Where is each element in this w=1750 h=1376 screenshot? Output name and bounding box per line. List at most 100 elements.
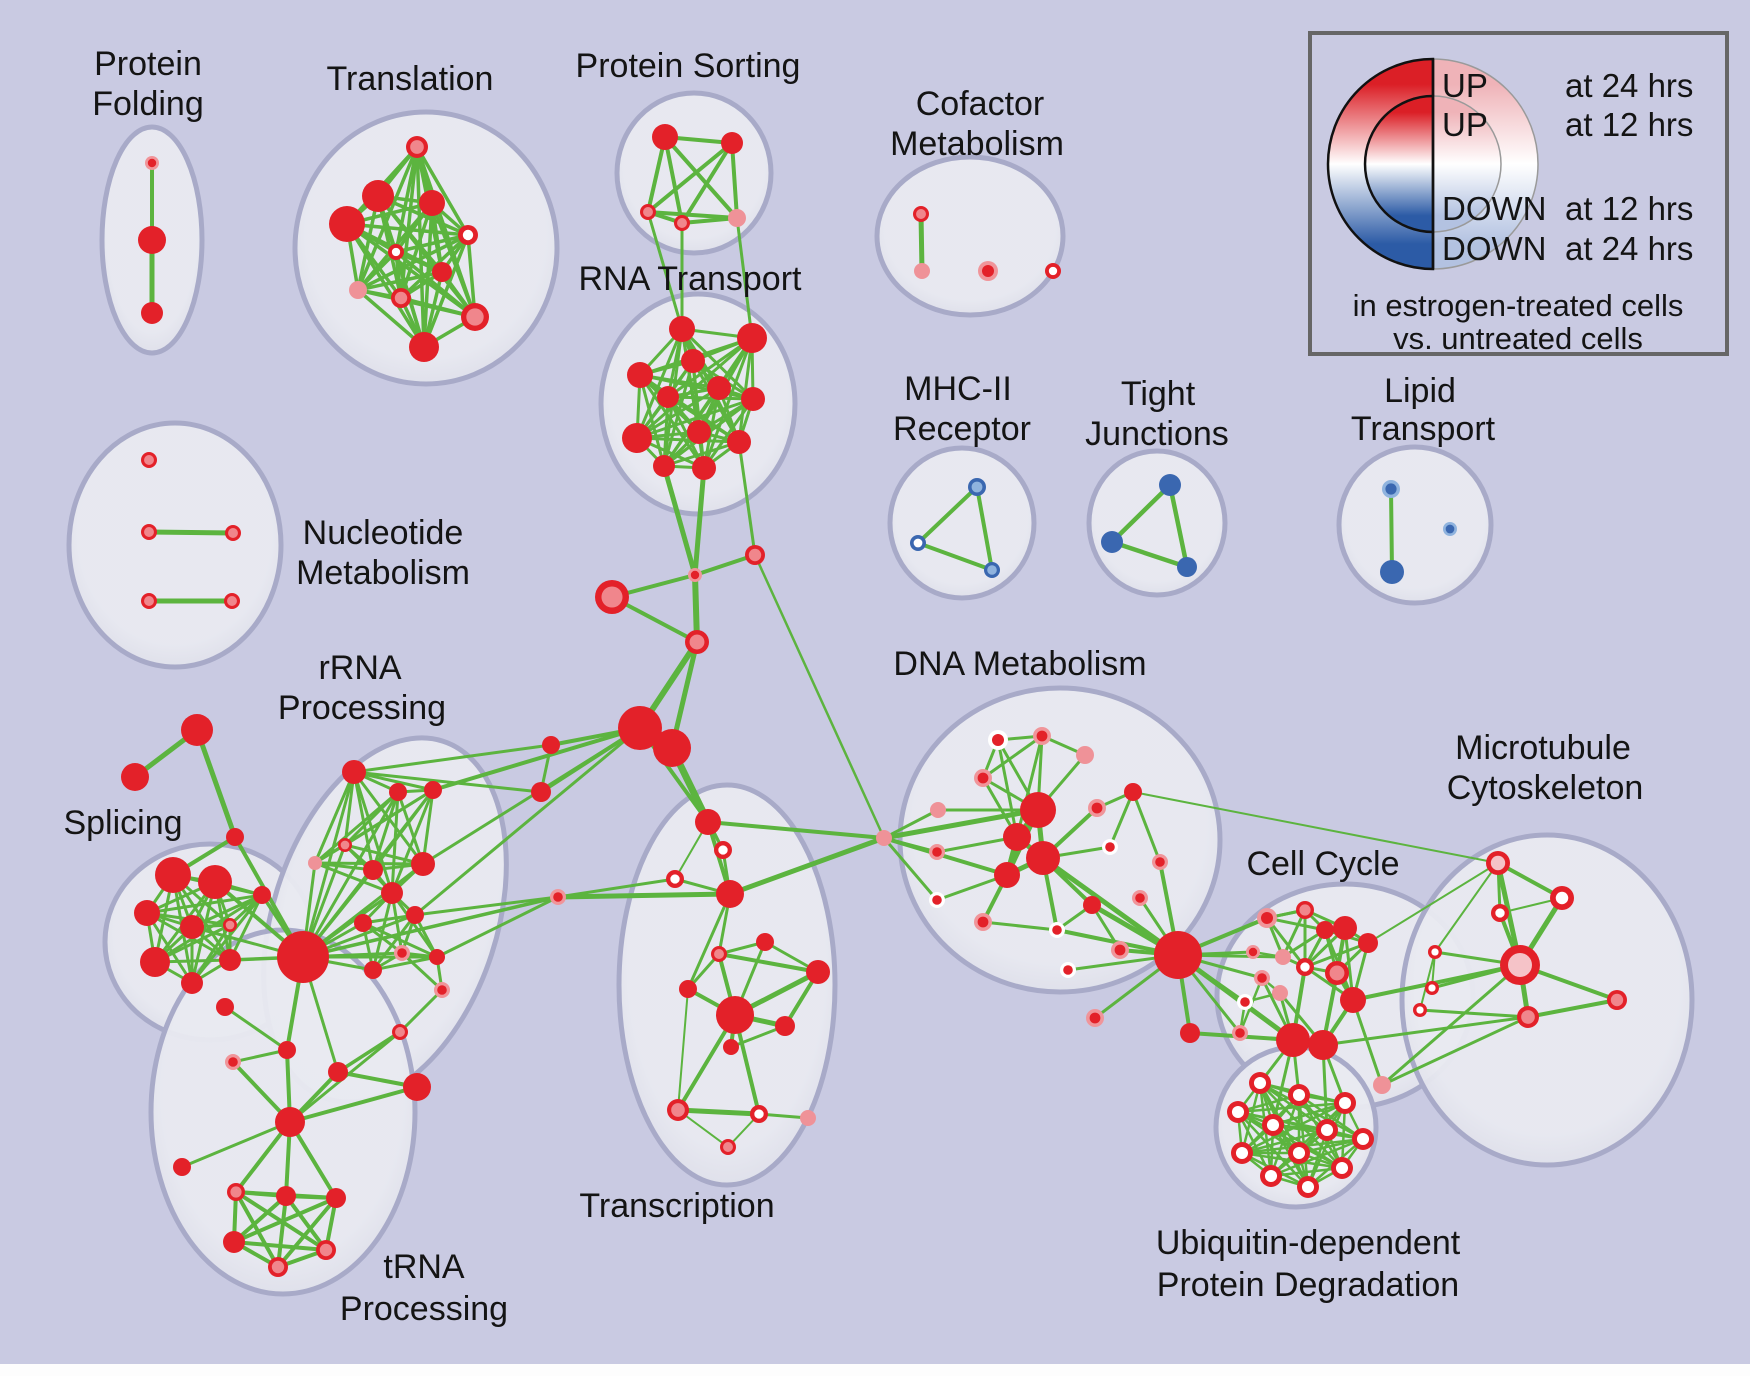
node-dot bbox=[140, 947, 170, 977]
cluster-label-cofactor-metabolism-line2: Metabolism bbox=[890, 125, 1064, 163]
node-dot bbox=[141, 302, 163, 324]
node-dot bbox=[276, 1186, 296, 1206]
node-mtb7 bbox=[1607, 990, 1627, 1010]
node-dot bbox=[1020, 792, 1056, 828]
network-edge bbox=[356, 145, 419, 292]
cluster-label-splicing-line1: Splicing bbox=[63, 804, 182, 842]
node-dot bbox=[707, 376, 731, 400]
node-dot bbox=[876, 830, 892, 846]
node-core bbox=[1301, 1180, 1315, 1194]
node-c1 bbox=[688, 568, 702, 582]
cluster-label-protein-sorting-line1: Protein Sorting bbox=[576, 47, 801, 85]
node-core bbox=[690, 570, 700, 580]
network-edge bbox=[916, 541, 994, 572]
node-dot bbox=[138, 226, 166, 254]
node-sp_b bbox=[121, 763, 149, 791]
node-dot bbox=[1083, 896, 1101, 914]
node-dot bbox=[930, 802, 946, 818]
node-dot bbox=[253, 886, 271, 904]
node-j1 bbox=[1159, 474, 1181, 496]
node-u9 bbox=[1288, 1142, 1310, 1164]
network-edge bbox=[352, 770, 435, 792]
node-dot bbox=[1159, 474, 1181, 496]
network-edge bbox=[981, 734, 1044, 780]
node-s3 bbox=[640, 204, 656, 220]
network-edge bbox=[635, 397, 755, 440]
node-core bbox=[1048, 266, 1058, 276]
node-s5 bbox=[728, 209, 746, 227]
network-edge bbox=[882, 836, 1009, 877]
network-edge bbox=[435, 895, 560, 959]
network-edge bbox=[356, 270, 444, 292]
cluster-label-cofactor-metabolism-line1: Cofactor bbox=[916, 85, 1045, 123]
legend-row-4-direction: DOWN bbox=[1442, 230, 1546, 267]
node-dot bbox=[1276, 1023, 1310, 1057]
node-core bbox=[1231, 1105, 1245, 1119]
network-edge bbox=[394, 233, 470, 254]
node-thub bbox=[275, 1107, 305, 1137]
node-core bbox=[462, 229, 474, 241]
node-cf3 bbox=[978, 261, 998, 281]
node-pf1 bbox=[145, 156, 159, 170]
node-dmc bbox=[876, 830, 892, 846]
node-c2 bbox=[745, 545, 765, 565]
cluster-ellipse-cofactor-metabolism bbox=[874, 154, 1066, 318]
node-core bbox=[1089, 1012, 1101, 1024]
node-dot bbox=[737, 323, 767, 353]
cluster-label-rna-transport-line1: RNA Transport bbox=[579, 260, 803, 298]
network-edge bbox=[371, 913, 417, 972]
node-dot bbox=[1316, 921, 1334, 939]
node-core bbox=[271, 1260, 285, 1274]
node-core bbox=[977, 772, 989, 784]
node-core bbox=[319, 1243, 333, 1257]
network-edge bbox=[735, 216, 754, 340]
node-m1 bbox=[968, 478, 986, 496]
node-core bbox=[1338, 1096, 1352, 1110]
cluster-label-trna-processing-line1: tRNA bbox=[383, 1248, 465, 1286]
node-q10 bbox=[406, 906, 424, 924]
node-x3 bbox=[666, 870, 684, 888]
network-edge bbox=[1269, 1166, 1344, 1178]
cluster-label-tight-junctions-line2: Junctions bbox=[1085, 415, 1229, 453]
legend-row-4-time: at 24 hrs bbox=[1565, 230, 1693, 267]
node-core bbox=[670, 874, 680, 884]
network-edge bbox=[301, 790, 400, 959]
node-dot bbox=[411, 852, 435, 876]
node-dot bbox=[914, 263, 930, 279]
node-j2 bbox=[1101, 531, 1123, 553]
network-edge bbox=[413, 895, 560, 917]
network-edge bbox=[881, 807, 1041, 841]
network-edge bbox=[1321, 1015, 1530, 1047]
node-cc17 bbox=[1373, 1076, 1391, 1094]
network-edge bbox=[666, 395, 755, 401]
network-edge bbox=[1269, 1137, 1365, 1178]
network-edge bbox=[343, 770, 356, 847]
node-mtb1 bbox=[1486, 851, 1510, 875]
node-core bbox=[1416, 1006, 1424, 1014]
node-n3 bbox=[225, 525, 241, 541]
node-c6 bbox=[531, 782, 551, 802]
node-x11 bbox=[723, 1039, 739, 1055]
node-core bbox=[723, 1142, 733, 1152]
network-edge bbox=[1367, 862, 1499, 944]
network-edge bbox=[421, 726, 642, 866]
node-mtb9 bbox=[1413, 1003, 1427, 1017]
node-n1 bbox=[141, 452, 157, 468]
node-cc12 bbox=[1272, 985, 1288, 1001]
node-d1 bbox=[988, 730, 1008, 750]
node-mtb5 bbox=[1500, 945, 1540, 985]
node-x8 bbox=[806, 960, 830, 984]
node-core bbox=[1292, 1146, 1306, 1160]
node-dot bbox=[409, 332, 439, 362]
network-edge bbox=[223, 1005, 289, 1052]
node-core bbox=[228, 528, 238, 538]
node-core bbox=[982, 265, 994, 277]
network-edge bbox=[1015, 734, 1044, 839]
node-core bbox=[394, 291, 408, 305]
node-core bbox=[1610, 993, 1624, 1007]
node-d20 bbox=[1132, 890, 1148, 906]
node-dot bbox=[364, 961, 382, 979]
node-x9 bbox=[716, 996, 754, 1034]
node-cf2 bbox=[914, 263, 930, 279]
node-mtb3 bbox=[1491, 904, 1509, 922]
